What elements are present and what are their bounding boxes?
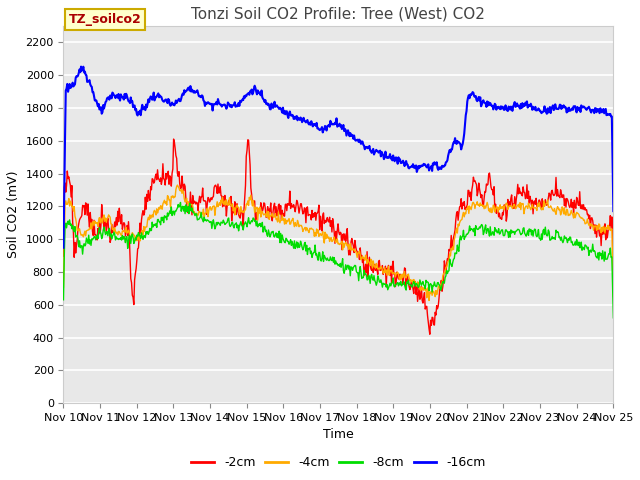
Title: Tonzi Soil CO2 Profile: Tree (West) CO2: Tonzi Soil CO2 Profile: Tree (West) CO2 bbox=[191, 7, 485, 22]
X-axis label: Time: Time bbox=[323, 429, 354, 442]
Legend: -2cm, -4cm, -8cm, -16cm: -2cm, -4cm, -8cm, -16cm bbox=[186, 451, 490, 474]
Text: TZ_soilco2: TZ_soilco2 bbox=[69, 13, 141, 26]
Y-axis label: Soil CO2 (mV): Soil CO2 (mV) bbox=[7, 171, 20, 258]
